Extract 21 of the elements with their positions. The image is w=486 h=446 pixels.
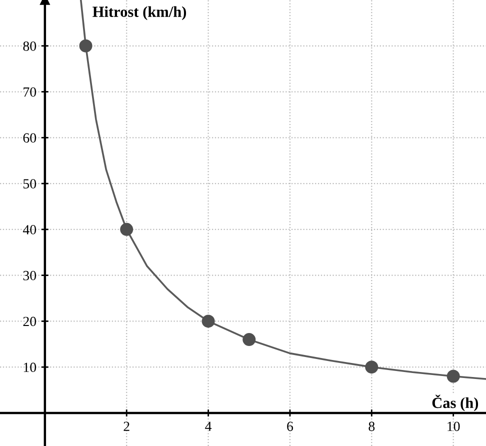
y-tick-label: 80 [23, 41, 36, 51]
point [365, 360, 378, 374]
y-tick-label: 40 [22, 225, 36, 234]
y-tick-label: 50 [24, 179, 36, 188]
x-tick-label: 4 [205, 422, 212, 431]
x-axis-title: Čas (h) [432, 394, 478, 412]
y-tick-label: 10 [24, 362, 36, 372]
point [446, 370, 460, 383]
y-tick-label: 30 [23, 270, 36, 280]
y-tick-label: 70 [24, 87, 36, 97]
y-axis-title: Hitrost (km/h) [92, 6, 186, 20]
x-tick-label: 2 [124, 422, 130, 431]
point [202, 314, 215, 328]
point [79, 39, 92, 52]
point [242, 333, 256, 346]
x-tick-label: 8 [368, 422, 375, 432]
point [120, 222, 134, 236]
x-tick-label: 6 [287, 422, 294, 432]
x-tick-label: 10 [448, 422, 460, 432]
y-tick-label: 60 [23, 133, 36, 143]
y-tick-label: 20 [23, 316, 36, 326]
